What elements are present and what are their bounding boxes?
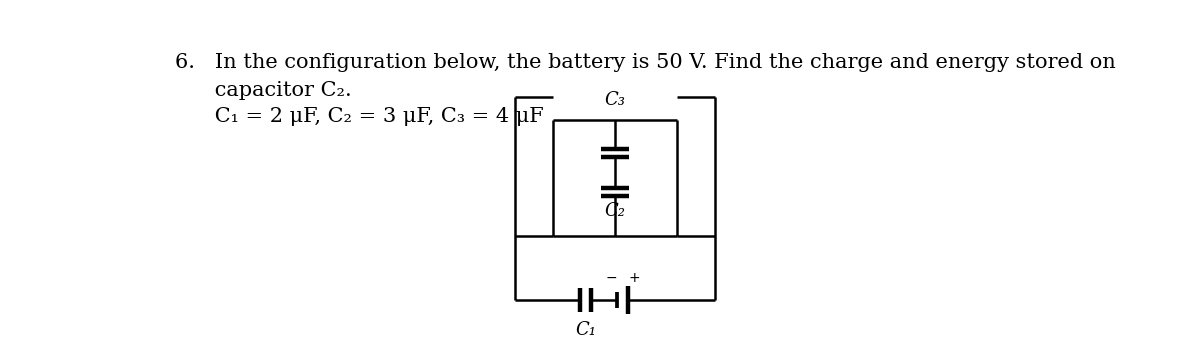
Text: capacitor C₂.: capacitor C₂. [174,81,352,100]
Text: C₁ = 2 μF, C₂ = 3 μF, C₃ = 4 μF: C₁ = 2 μF, C₂ = 3 μF, C₃ = 4 μF [174,108,544,126]
Text: 6.   In the configuration below, the battery is 50 V. Find the charge and energy: 6. In the configuration below, the batte… [174,53,1115,73]
Text: +: + [629,271,640,284]
Text: −: − [605,271,617,284]
Text: C₃: C₃ [605,91,625,109]
Text: C₂: C₂ [605,203,625,220]
Text: C₁: C₁ [575,321,596,340]
